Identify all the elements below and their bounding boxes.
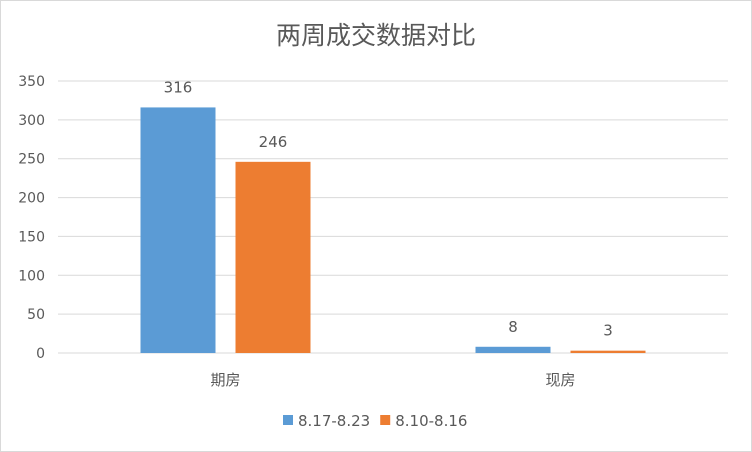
legend-label: 8.17-8.23 (298, 412, 370, 430)
data-label: 316 (164, 78, 193, 96)
legend-swatch (380, 415, 391, 425)
y-tick-label: 300 (18, 113, 45, 129)
y-tick-label: 100 (18, 268, 45, 284)
y-tick-label: 150 (18, 229, 45, 245)
legend-label: 8.10-8.16 (395, 412, 467, 430)
bar (570, 350, 646, 353)
y-tick-label: 350 (18, 74, 45, 90)
chart-title: 两周成交数据对比 (276, 21, 476, 50)
bar (235, 161, 311, 353)
data-label: 246 (259, 133, 288, 151)
x-tick-label: 期房 (210, 371, 240, 389)
x-tick-label: 现房 (545, 371, 575, 389)
y-tick-label: 200 (18, 191, 45, 207)
data-label: 8 (508, 318, 518, 336)
bar (475, 346, 551, 353)
y-tick-label: 0 (36, 346, 45, 362)
bar (140, 107, 216, 354)
y-tick-label: 250 (18, 152, 45, 168)
data-label: 3 (603, 322, 613, 340)
legend-swatch (283, 415, 293, 425)
y-tick-label: 50 (27, 307, 45, 323)
